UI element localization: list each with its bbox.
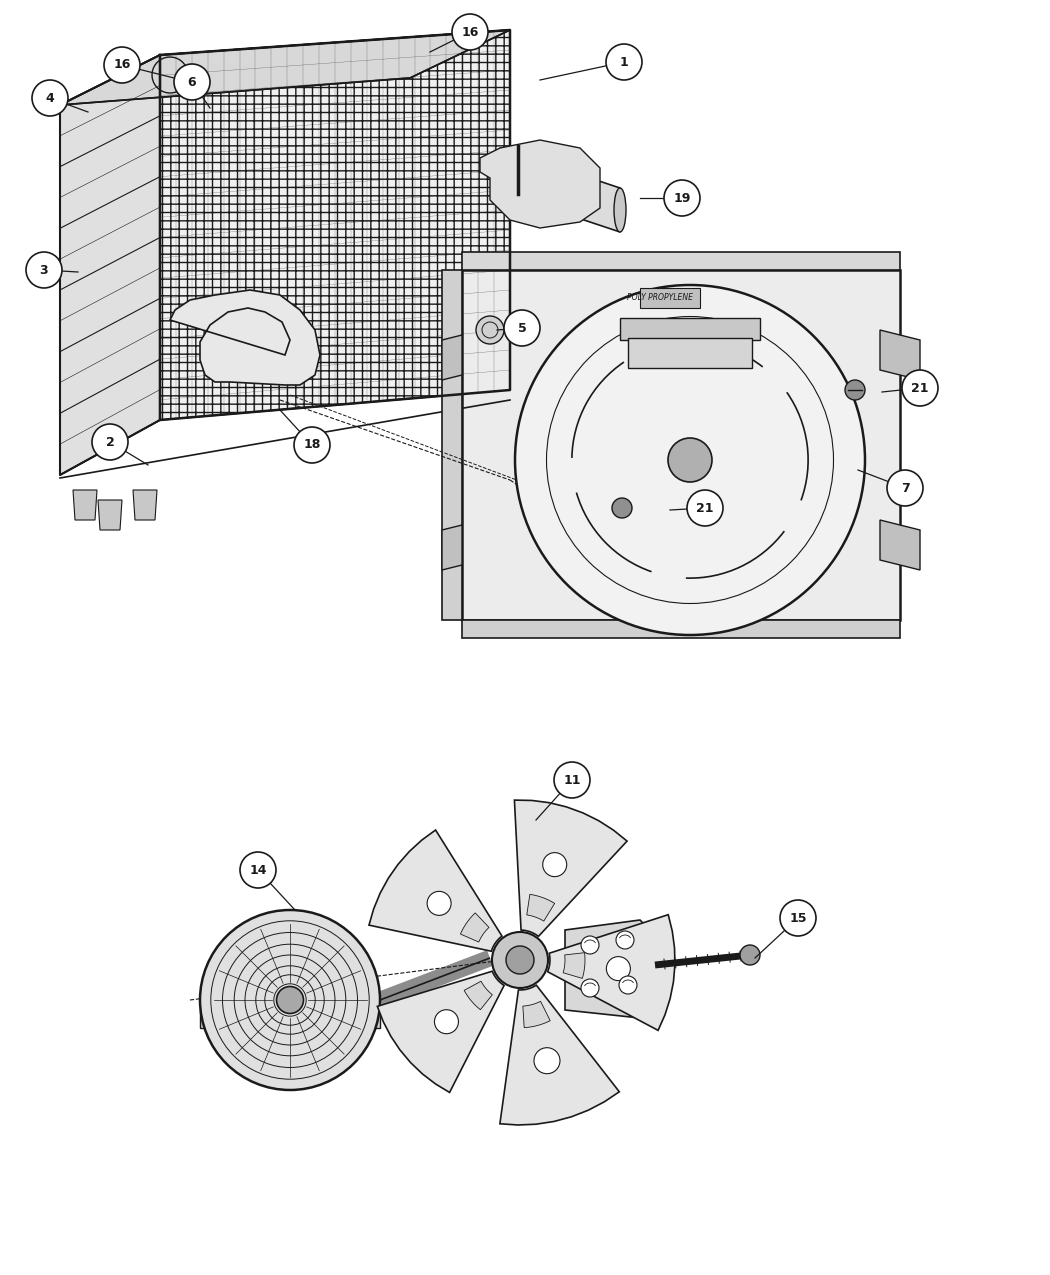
Circle shape [581,979,598,997]
Circle shape [534,1048,560,1074]
Polygon shape [98,500,122,530]
Polygon shape [880,330,920,380]
Polygon shape [464,982,492,1010]
Polygon shape [442,270,462,620]
Circle shape [606,956,630,980]
Polygon shape [620,317,760,340]
Circle shape [92,425,128,460]
Text: 21: 21 [911,381,929,394]
Text: POLY PROPYLENE: POLY PROPYLENE [627,293,693,302]
Circle shape [174,64,210,99]
Circle shape [514,286,865,635]
Polygon shape [514,801,627,936]
Text: 14: 14 [249,863,267,876]
Polygon shape [377,972,504,1093]
Polygon shape [133,490,158,520]
Polygon shape [442,335,462,380]
Circle shape [435,1010,459,1034]
Circle shape [664,180,700,215]
Circle shape [740,945,760,965]
Polygon shape [369,830,502,951]
Circle shape [32,80,68,116]
Circle shape [427,891,452,915]
Text: 3: 3 [40,264,48,277]
Circle shape [606,45,642,80]
Polygon shape [563,952,585,978]
Text: 7: 7 [901,482,909,495]
Text: 19: 19 [673,191,691,204]
Text: 2: 2 [106,436,114,449]
Circle shape [581,936,598,954]
Text: 18: 18 [303,439,320,451]
Polygon shape [523,1001,550,1028]
Polygon shape [500,986,620,1125]
Circle shape [276,987,303,1014]
Polygon shape [640,288,700,309]
Polygon shape [500,148,620,232]
Polygon shape [565,921,660,1017]
Polygon shape [60,31,510,105]
Text: 11: 11 [563,774,581,787]
Polygon shape [462,270,900,620]
Circle shape [492,932,548,988]
Text: 21: 21 [696,501,714,515]
Circle shape [887,470,923,506]
Polygon shape [60,55,160,476]
Circle shape [668,439,712,482]
Circle shape [26,252,62,288]
Circle shape [620,975,637,994]
Text: 4: 4 [45,92,55,105]
Circle shape [616,931,634,949]
Polygon shape [880,520,920,570]
Circle shape [902,370,938,405]
Ellipse shape [614,187,626,232]
Polygon shape [480,140,600,228]
Circle shape [687,490,723,527]
Text: 6: 6 [188,75,196,88]
Circle shape [240,852,276,887]
Circle shape [504,310,540,346]
Polygon shape [200,1009,380,1028]
Text: 1: 1 [620,56,628,69]
Circle shape [200,910,380,1090]
Polygon shape [170,289,320,385]
Circle shape [294,427,330,463]
Polygon shape [462,252,900,270]
Circle shape [554,762,590,798]
Text: 16: 16 [461,26,479,38]
Circle shape [780,900,816,936]
Polygon shape [442,525,462,570]
Circle shape [452,14,488,50]
Circle shape [104,47,140,83]
Text: 5: 5 [518,321,526,334]
Circle shape [506,946,534,974]
Circle shape [543,853,567,877]
Circle shape [845,380,865,400]
Polygon shape [548,914,675,1030]
Text: 15: 15 [790,912,806,924]
Text: 16: 16 [113,59,130,71]
Polygon shape [527,894,554,921]
Polygon shape [628,338,752,368]
Polygon shape [460,913,489,942]
Polygon shape [462,620,900,638]
Circle shape [476,316,504,344]
Polygon shape [160,31,510,419]
Polygon shape [74,490,97,520]
Circle shape [612,499,632,518]
